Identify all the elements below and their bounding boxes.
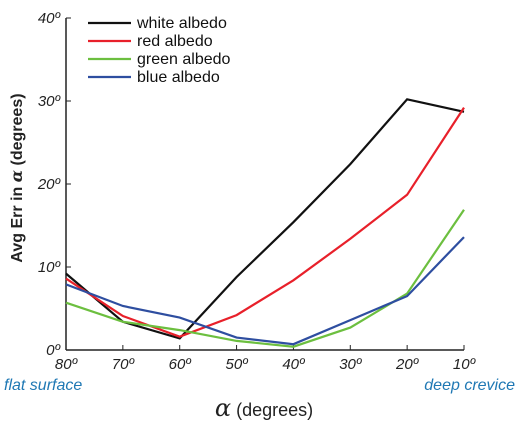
x-tick-label: 30º (339, 356, 363, 373)
y-axis-title-suffix: (degrees) (9, 93, 26, 165)
axes (65, 18, 464, 351)
x-axis-title: α (degrees) (215, 394, 313, 422)
series-line-red-albedo (65, 106, 465, 338)
x-tick-label: 70º (112, 356, 136, 373)
series-line-blue-albedo (65, 236, 465, 346)
y-tick-label: 30º (38, 93, 62, 110)
y-axis-title-prefix: Avg Err in (9, 187, 26, 263)
x-ticks: 80º 70º 60º 50º 40º 30º 20º 10º (55, 345, 477, 373)
legend-label-white-albedo: white albedo (136, 15, 227, 32)
x-tick-label: 80º (55, 356, 79, 373)
series-lines (65, 98, 465, 348)
y-tick-label: 20º (37, 176, 62, 193)
x-tick-label: 10º (453, 356, 477, 373)
y-tick-label: 0º (46, 342, 61, 359)
svg-text:Avg Err in α (degr: Avg Err in α (degrees) (7, 93, 26, 262)
y-axis-title: Avg Err in α (degrees) (7, 93, 26, 262)
legend-label-blue-albedo: blue albedo (137, 69, 220, 86)
x-tick-label: 20º (395, 356, 420, 373)
x-axis-title-symbol: α (215, 394, 231, 422)
series-line-green-albedo (65, 209, 465, 348)
series-line-white-albedo (65, 98, 465, 340)
legend-label-green-albedo: green albedo (137, 51, 231, 68)
y-axis-title-symbol: α (7, 170, 26, 182)
x-tick-label: 40º (282, 356, 306, 373)
legend-label-red-albedo: red albedo (137, 33, 213, 50)
y-tick-label: 10º (38, 259, 62, 276)
y-ticks: 0º 10º 20º 30º 40º (37, 10, 71, 359)
annotation-flat-surface: flat surface (4, 377, 82, 394)
annotation-deep-crevice: deep crevice (424, 377, 515, 394)
x-tick-label: 60º (169, 356, 193, 373)
y-tick-label: 40º (38, 10, 62, 27)
x-axis-title-suffix: (degrees) (236, 400, 313, 420)
x-tick-label: 50º (225, 356, 249, 373)
